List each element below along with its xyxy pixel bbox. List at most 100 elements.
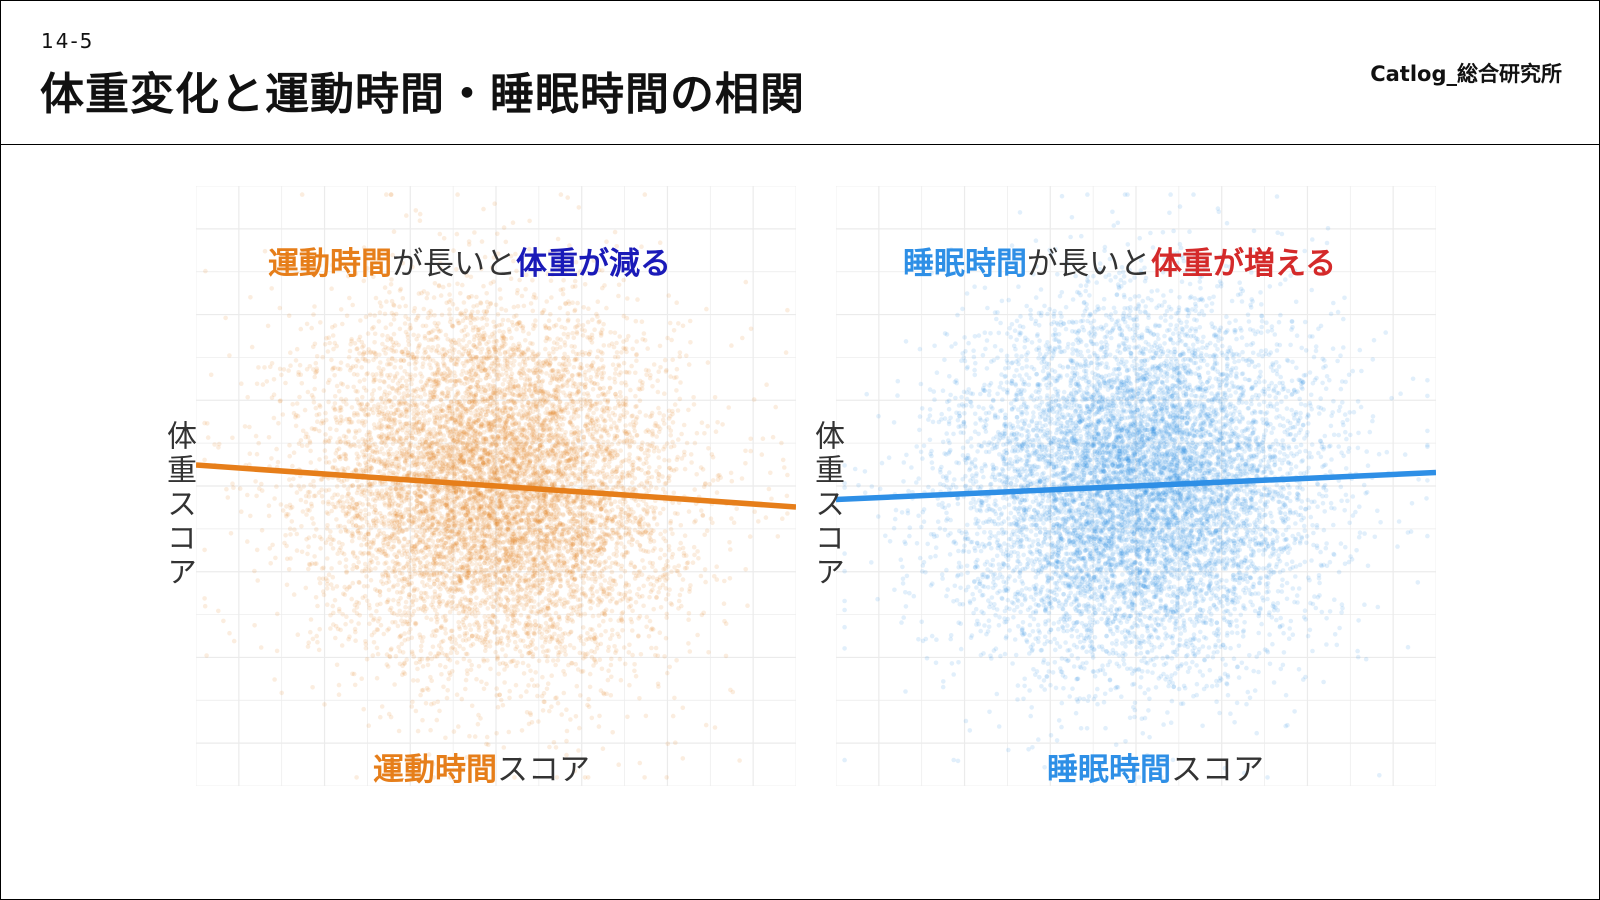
scatter-point	[549, 481, 555, 487]
scatter-point	[444, 300, 449, 306]
scatter-point	[568, 594, 573, 600]
scatter-point	[494, 390, 499, 396]
scatter-point	[361, 452, 366, 458]
scatter-point	[525, 448, 530, 454]
scatter-point	[590, 627, 595, 632]
scatter-point	[609, 469, 615, 475]
scatter-point	[406, 564, 412, 570]
scatter-point	[514, 469, 520, 475]
scatter-point	[594, 450, 600, 456]
scatter-point	[476, 440, 481, 446]
scatter-point	[231, 485, 236, 491]
scatter-point	[408, 495, 414, 501]
scatter-point	[397, 608, 402, 614]
scatter-point	[486, 419, 492, 425]
scatter-point	[417, 539, 422, 545]
scatter-point	[272, 496, 277, 501]
scatter-point	[486, 458, 492, 464]
scatter-point	[555, 368, 560, 374]
scatter-point	[477, 466, 483, 472]
scatter-point	[409, 704, 414, 709]
scatter-point	[527, 218, 532, 224]
scatter-point	[252, 623, 257, 628]
scatter-point	[656, 369, 661, 374]
scatter-point	[554, 341, 560, 346]
scatter-point	[476, 610, 481, 616]
scatter-point	[498, 390, 504, 395]
scatter-point	[641, 583, 646, 589]
scatter-point	[580, 479, 586, 484]
scatter-point	[379, 432, 385, 437]
scatter-point	[408, 524, 413, 529]
scatter-point	[486, 371, 491, 376]
scatter-point	[533, 403, 539, 409]
scatter-point	[336, 467, 341, 473]
scatter-point	[612, 450, 618, 455]
scatter-point	[418, 590, 424, 596]
scatter-point	[582, 555, 587, 561]
scatter-point	[573, 714, 579, 719]
scatter-point	[528, 668, 533, 674]
scatter-point	[423, 545, 428, 551]
scatter-point	[577, 725, 582, 731]
scatter-point	[544, 533, 550, 539]
scatter-point	[319, 494, 325, 499]
scatter-point	[432, 589, 438, 594]
scatter-point	[575, 300, 580, 306]
scatter-point	[575, 667, 581, 672]
scatter-point	[454, 495, 460, 501]
scatter-point	[524, 533, 530, 539]
scatter-point	[378, 622, 384, 628]
scatter-point	[425, 560, 430, 565]
scatter-point	[425, 451, 430, 457]
scatter-point	[554, 526, 559, 532]
scatter-point	[504, 367, 509, 373]
scatter-point	[478, 603, 483, 608]
scatter-point	[538, 367, 543, 373]
scatter-point	[578, 496, 584, 502]
section-number: 14-5	[41, 29, 95, 53]
scatter-point	[521, 478, 526, 484]
scatter-point	[647, 594, 652, 600]
scatter-point	[510, 446, 516, 451]
scatter-point	[280, 508, 286, 513]
scatter-point	[284, 582, 290, 588]
scatter-point	[357, 402, 363, 408]
scatter-point	[655, 475, 661, 481]
scatter-point	[523, 338, 528, 343]
scatter-point	[609, 536, 615, 542]
scatter-point	[526, 577, 532, 583]
scatter-point	[477, 464, 482, 469]
scatter-point	[627, 518, 633, 524]
scatter-point	[583, 452, 588, 458]
scatter-point	[434, 544, 439, 550]
scatter-point	[595, 454, 601, 460]
scatter-point	[505, 538, 510, 544]
scatter-point	[628, 560, 634, 565]
scatter-point	[493, 350, 499, 355]
scatter-point	[614, 648, 619, 653]
scatter-point	[472, 543, 478, 548]
scatter-point	[486, 304, 491, 310]
scatter-point	[447, 445, 453, 451]
scatter-point	[573, 410, 579, 415]
scatter-point	[674, 300, 679, 305]
scatter-point	[319, 487, 324, 493]
scatter-point	[440, 284, 446, 290]
scatter-point	[695, 549, 700, 554]
scatter-point	[487, 584, 493, 590]
scatter-point	[515, 321, 520, 327]
scatter-point	[476, 625, 481, 630]
scatter-point	[269, 286, 274, 291]
scatter-point	[569, 398, 575, 404]
scatter-point	[555, 621, 560, 627]
scatter-point	[551, 394, 556, 400]
scatter-point	[415, 728, 421, 734]
scatter-point	[630, 480, 635, 485]
scatter-point	[502, 363, 508, 368]
scatter-point	[610, 587, 615, 592]
scatter-point	[565, 311, 571, 316]
scatter-point	[527, 559, 532, 565]
scatter-point	[574, 535, 580, 541]
scatter-point	[558, 563, 563, 569]
